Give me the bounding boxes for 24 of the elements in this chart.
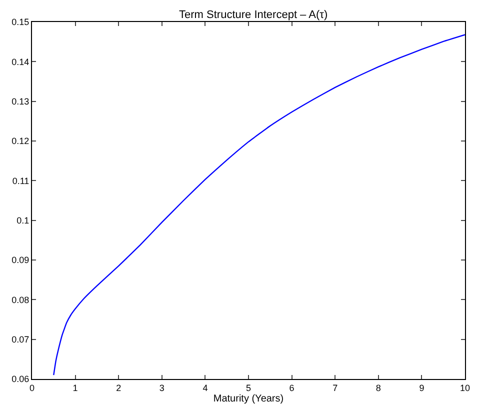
y-tick-label: 0.13 [12, 96, 30, 106]
x-tick-label: 6 [289, 382, 294, 393]
x-tick-label: 0 [29, 382, 35, 393]
y-tick-label: 0.07 [12, 334, 30, 344]
x-tick-label: 2 [116, 382, 122, 393]
y-tick-label: 0.08 [12, 294, 30, 305]
x-tick-label: 9 [419, 382, 424, 393]
x-tick-label: 4 [202, 382, 208, 393]
y-tick-label: 0.14 [12, 56, 30, 67]
y-tick-label: 0.12 [12, 136, 30, 146]
y-tick-label: 0.15 [12, 17, 30, 28]
y-tick-label: 0.09 [12, 255, 30, 266]
y-tick-label: 0.1 [16, 215, 30, 226]
x-tick-label: 7 [332, 382, 338, 393]
x-tick-label: 3 [159, 382, 164, 393]
chart-title: Term Structure Intercept – A(τ) [179, 8, 328, 21]
x-tick-label: 1 [72, 382, 78, 393]
y-tick-label: 0.11 [12, 176, 30, 186]
x-tick-label: 10 [460, 382, 470, 393]
x-axis-title: Maturity (Years) [213, 393, 284, 404]
y-tick-label: 0.06 [12, 374, 30, 384]
line-series [53, 34, 465, 376]
x-tick-label: 5 [246, 382, 252, 393]
x-tick-label: 8 [376, 382, 381, 393]
